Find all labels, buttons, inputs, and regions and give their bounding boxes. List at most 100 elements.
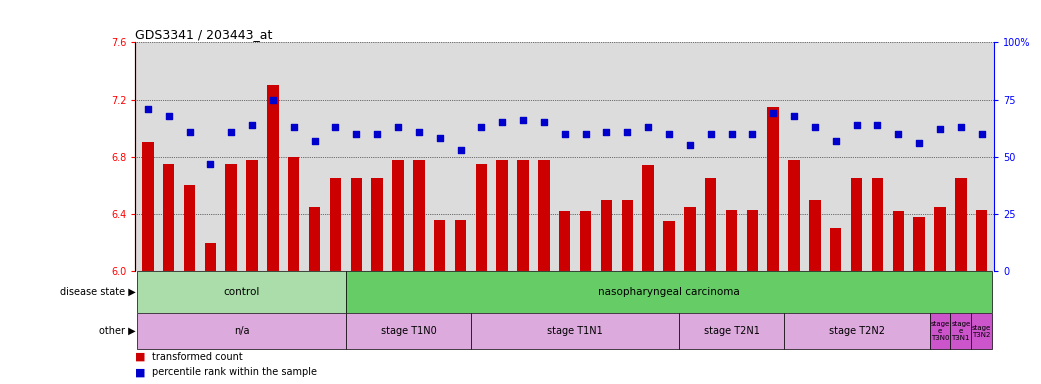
Point bbox=[765, 110, 782, 116]
Text: ■: ■ bbox=[135, 367, 146, 377]
Text: transformed count: transformed count bbox=[152, 352, 243, 362]
Bar bbox=[621, 200, 633, 271]
Bar bbox=[830, 228, 841, 271]
Bar bbox=[346, 313, 471, 349]
Point bbox=[535, 119, 552, 126]
Point bbox=[264, 96, 281, 103]
Bar bbox=[975, 210, 987, 271]
Bar bbox=[913, 217, 924, 271]
Point bbox=[514, 117, 531, 123]
Text: stage
e
T3N1: stage e T3N1 bbox=[951, 321, 970, 341]
Text: percentile rank within the sample: percentile rank within the sample bbox=[152, 367, 318, 377]
Bar bbox=[580, 211, 591, 271]
Bar bbox=[434, 220, 446, 271]
Bar bbox=[372, 178, 383, 271]
Point bbox=[661, 131, 678, 137]
Point bbox=[244, 122, 260, 128]
Text: ■: ■ bbox=[135, 352, 146, 362]
Bar bbox=[684, 207, 695, 271]
Text: stage
e
T3N0: stage e T3N0 bbox=[931, 321, 949, 341]
Point bbox=[619, 129, 636, 135]
Point bbox=[452, 147, 468, 153]
Point bbox=[869, 122, 886, 128]
Bar bbox=[497, 160, 508, 271]
Point bbox=[431, 136, 448, 142]
Bar bbox=[934, 207, 945, 271]
Text: other ▶: other ▶ bbox=[99, 326, 135, 336]
Point bbox=[911, 140, 928, 146]
Point bbox=[640, 124, 657, 130]
Point bbox=[932, 126, 948, 132]
Point bbox=[369, 131, 385, 137]
Bar bbox=[784, 313, 930, 349]
Bar bbox=[309, 207, 321, 271]
Bar bbox=[288, 157, 300, 271]
Point bbox=[703, 131, 719, 137]
Point bbox=[223, 129, 239, 135]
Bar bbox=[955, 178, 966, 271]
Bar bbox=[205, 243, 217, 271]
Bar bbox=[950, 313, 971, 349]
Bar bbox=[247, 160, 258, 271]
Bar bbox=[680, 313, 784, 349]
Bar bbox=[471, 313, 680, 349]
Bar bbox=[184, 185, 196, 271]
Point bbox=[493, 119, 510, 126]
Text: stage
T3N2: stage T3N2 bbox=[972, 325, 991, 338]
Text: stage T1N1: stage T1N1 bbox=[548, 326, 603, 336]
Bar bbox=[559, 211, 570, 271]
Point bbox=[473, 124, 489, 130]
Point bbox=[973, 131, 990, 137]
Bar bbox=[871, 178, 883, 271]
Bar bbox=[726, 210, 737, 271]
Bar bbox=[705, 178, 716, 271]
Point bbox=[848, 122, 865, 128]
Bar bbox=[476, 164, 487, 271]
Text: disease state ▶: disease state ▶ bbox=[59, 287, 135, 297]
Bar bbox=[413, 160, 425, 271]
Text: control: control bbox=[224, 287, 260, 297]
Bar bbox=[850, 178, 862, 271]
Text: stage T2N2: stage T2N2 bbox=[829, 326, 885, 336]
Point bbox=[181, 129, 198, 135]
Point bbox=[410, 129, 427, 135]
Text: stage T2N1: stage T2N1 bbox=[704, 326, 760, 336]
Point bbox=[139, 106, 156, 112]
Point bbox=[306, 138, 323, 144]
Bar bbox=[137, 313, 346, 349]
Bar bbox=[455, 220, 466, 271]
Point bbox=[828, 138, 844, 144]
Point bbox=[348, 131, 364, 137]
Bar bbox=[538, 160, 550, 271]
Point bbox=[599, 129, 615, 135]
Bar bbox=[788, 160, 799, 271]
Text: n/a: n/a bbox=[234, 326, 250, 336]
Point bbox=[786, 113, 803, 119]
Point bbox=[285, 124, 302, 130]
Point bbox=[807, 124, 823, 130]
Point bbox=[557, 131, 574, 137]
Bar bbox=[346, 271, 992, 313]
Bar bbox=[226, 164, 237, 271]
Point bbox=[327, 124, 344, 130]
Point bbox=[389, 124, 406, 130]
Bar bbox=[809, 200, 820, 271]
Bar bbox=[268, 85, 279, 271]
Bar bbox=[663, 221, 675, 271]
Point bbox=[160, 113, 177, 119]
Bar bbox=[746, 210, 758, 271]
Bar bbox=[930, 313, 950, 349]
Bar bbox=[330, 178, 341, 271]
Bar bbox=[601, 200, 612, 271]
Bar bbox=[517, 160, 529, 271]
Bar bbox=[163, 164, 175, 271]
Point bbox=[723, 131, 740, 137]
Bar bbox=[642, 166, 654, 271]
Point bbox=[953, 124, 969, 130]
Point bbox=[202, 161, 219, 167]
Text: GDS3341 / 203443_at: GDS3341 / 203443_at bbox=[135, 28, 273, 41]
Bar bbox=[767, 107, 779, 271]
Bar bbox=[137, 271, 346, 313]
Bar bbox=[143, 142, 154, 271]
Point bbox=[744, 131, 761, 137]
